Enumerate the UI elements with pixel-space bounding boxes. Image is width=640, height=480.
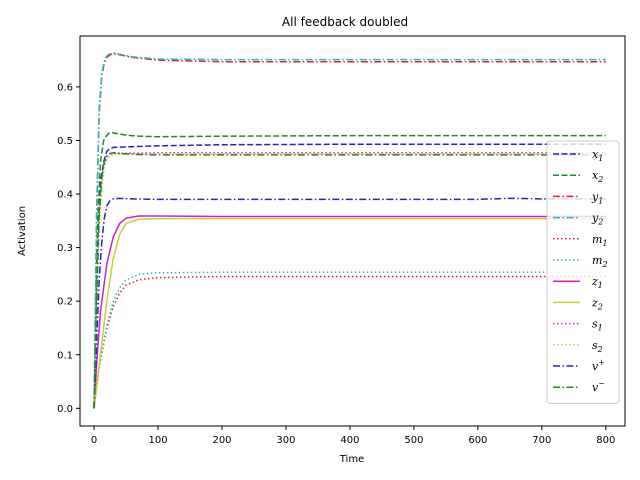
x-tick-label: 500: [404, 435, 423, 446]
x-tick-label: 100: [148, 435, 167, 446]
series-line-z1: [93, 215, 606, 409]
x-tick-label: 700: [532, 435, 551, 446]
x-tick-label: 200: [212, 435, 231, 446]
series-layer: [93, 52, 606, 409]
legend-label-z2: z2: [591, 296, 603, 311]
legend-label-s2: s2: [592, 339, 603, 354]
legend-label-vplus: v+: [592, 358, 605, 373]
plot-frame: [79, 35, 626, 427]
y-axis-label: Activation: [17, 206, 28, 256]
chart-title: All feedback doubled: [282, 15, 408, 29]
y-tick-label: 0.1: [57, 350, 73, 361]
y-tick-label: 0.0: [57, 404, 73, 415]
series-line-x2: [93, 131, 606, 409]
legend-label-z1: z1: [591, 275, 603, 290]
x-tick-label: 400: [340, 435, 359, 446]
x-tick-label: 800: [596, 435, 615, 446]
legend: x1 x2 y1 y2 m1 m2 z1 z2 s1 s2 v+ v−: [546, 140, 620, 404]
series-line-y2: [93, 52, 606, 409]
legend-label-y1: y1: [591, 190, 603, 205]
x-tick-label: 0: [91, 435, 97, 446]
y-tick-label: 0.6: [57, 82, 73, 93]
y-tick-label: 0.5: [57, 136, 73, 147]
legend-label-x1: x1: [592, 148, 603, 163]
x-axis-label: Time: [339, 454, 364, 465]
series-line-vminus: [93, 152, 606, 409]
series-line-x1: [93, 143, 606, 409]
legend-label-m2: m2: [592, 254, 608, 269]
y-tick-label: 0.2: [57, 297, 73, 308]
legend-label-s1: s1: [592, 318, 603, 333]
series-line-z2: [93, 217, 606, 409]
x-tick-label: 600: [468, 435, 487, 446]
legend-box: [546, 140, 620, 404]
legend-label-vminus: v−: [592, 379, 605, 394]
x-tick-label: 300: [276, 435, 295, 446]
series-line-vplus: [93, 197, 606, 409]
y-tick-label: 0.4: [57, 190, 73, 201]
y-axis-ticks: 0.0 0.1 0.2 0.3 0.4 0.5 0.6: [57, 82, 80, 415]
legend-label-x2: x2: [592, 169, 603, 184]
legend-label-y2: y2: [591, 212, 603, 227]
legend-label-m1: m1: [592, 233, 608, 248]
y-tick-label: 0.3: [57, 243, 73, 254]
x-axis-ticks: 0 100 200 300 400 500 600 700 800: [91, 426, 615, 446]
